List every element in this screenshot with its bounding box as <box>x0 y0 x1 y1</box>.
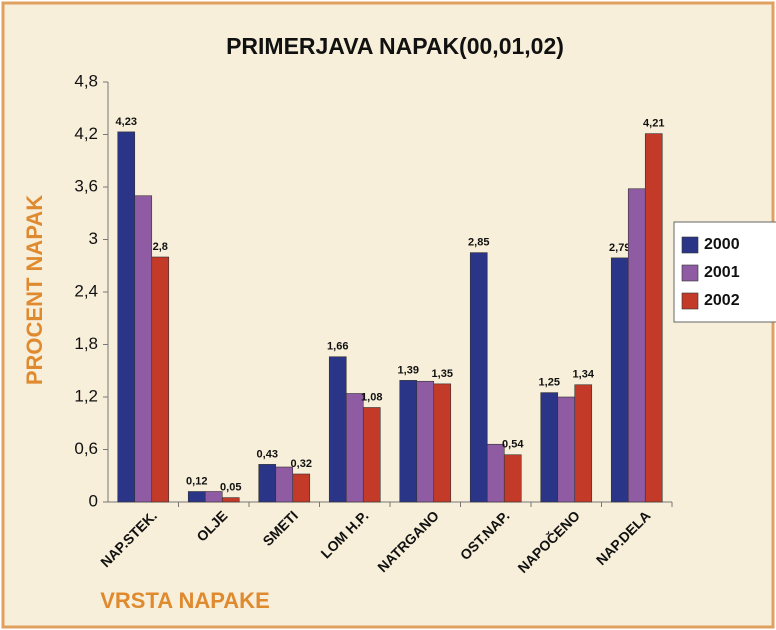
bar <box>627 188 646 503</box>
y-tick-label: 3 <box>89 229 98 248</box>
value-label: 4,21 <box>643 118 664 130</box>
bar <box>503 454 522 503</box>
chart-title: PRIMERJAVA NAPAK(00,01,02) <box>226 33 564 59</box>
bar <box>399 380 418 503</box>
bar <box>644 133 663 503</box>
legend-swatch <box>681 292 699 310</box>
x-axis-label: VRSTA NAPAKE <box>100 588 270 613</box>
bar <box>574 384 593 503</box>
legend-label: 2002 <box>704 292 740 309</box>
bar <box>117 131 136 503</box>
value-label: 2,8 <box>153 241 168 253</box>
value-label: 0,32 <box>291 458 312 470</box>
bar <box>486 443 505 503</box>
bar <box>134 195 153 503</box>
bar <box>292 473 311 503</box>
y-tick-label: 0 <box>89 491 98 510</box>
bar <box>187 491 206 503</box>
bar <box>204 491 223 503</box>
bar <box>221 497 240 503</box>
y-tick-label: 1,8 <box>74 334 98 353</box>
value-label: 1,39 <box>398 364 419 376</box>
bar <box>610 257 629 503</box>
legend-label: 2000 <box>704 236 740 253</box>
value-label: 0,54 <box>502 439 524 451</box>
value-label: 2,85 <box>468 237 489 249</box>
value-label: 1,08 <box>361 391 382 403</box>
value-label: 1,35 <box>432 368 453 380</box>
value-label: 4,23 <box>116 116 137 128</box>
legend-label: 2001 <box>704 264 740 281</box>
bar <box>416 380 435 503</box>
value-label: 0,05 <box>220 482 241 494</box>
y-tick-label: 2,4 <box>74 281 98 300</box>
bar <box>469 252 488 503</box>
bar <box>557 396 576 503</box>
bar <box>328 356 347 503</box>
value-label: 0,12 <box>186 475 207 487</box>
y-axis-label: PROCENT NAPAK <box>22 195 47 385</box>
value-label: 1,34 <box>573 369 595 381</box>
legend-swatch <box>681 264 699 282</box>
bar <box>258 464 277 503</box>
bar <box>151 256 170 503</box>
y-tick-label: 4,2 <box>74 124 98 143</box>
y-tick-label: 4,8 <box>74 71 98 90</box>
bar <box>362 407 381 503</box>
bar <box>275 466 294 503</box>
bar <box>345 393 364 503</box>
y-tick-label: 3,6 <box>74 176 98 195</box>
value-label: 2,79 <box>609 242 630 254</box>
bar <box>540 392 559 503</box>
y-tick-label: 0,6 <box>74 439 98 458</box>
y-tick-label: 1,2 <box>74 386 98 405</box>
value-label: 1,25 <box>539 377 560 389</box>
bar <box>433 383 452 503</box>
value-label: 1,66 <box>327 341 348 353</box>
legend-swatch <box>681 236 699 254</box>
value-label: 0,43 <box>257 448 278 460</box>
